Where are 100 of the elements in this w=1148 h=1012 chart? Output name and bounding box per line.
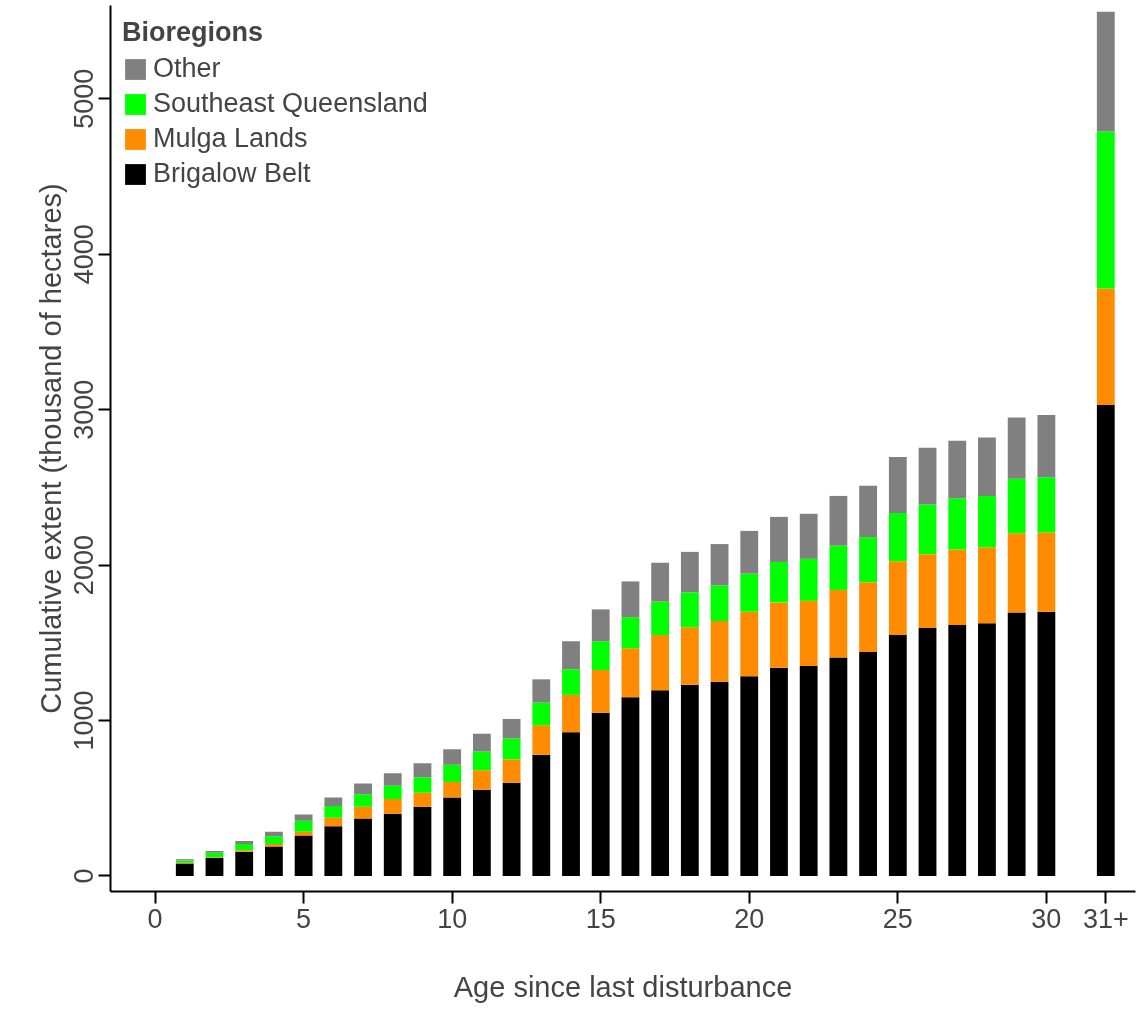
bar <box>532 702 551 726</box>
bar <box>740 573 759 612</box>
bar <box>918 554 937 629</box>
bar <box>710 544 729 586</box>
bar <box>888 457 907 514</box>
y-axis-title: Cumulative extent (thousand of hectares) <box>34 183 67 714</box>
bar <box>948 549 967 625</box>
x-axis-title: Age since last disturbance <box>453 970 793 1003</box>
bar <box>294 835 313 876</box>
legend-label: Other <box>153 53 221 84</box>
bar <box>324 817 343 827</box>
bar <box>264 846 283 876</box>
bar <box>502 782 521 876</box>
legend-label: Mulga Lands <box>153 123 308 154</box>
bar <box>354 783 372 795</box>
bar <box>978 437 996 496</box>
bar <box>918 628 937 876</box>
bar <box>532 754 551 876</box>
bar <box>978 623 996 876</box>
bar <box>859 537 878 583</box>
bar <box>472 789 491 876</box>
bar <box>443 797 462 876</box>
bar <box>1096 11 1115 132</box>
bar <box>443 764 462 782</box>
bar <box>799 513 818 559</box>
bar <box>770 516 788 562</box>
bar <box>1007 417 1026 479</box>
bar <box>175 863 194 876</box>
bar <box>710 585 729 622</box>
bar <box>621 617 640 649</box>
x-tick-label: 0 <box>147 903 163 934</box>
bar <box>918 447 937 505</box>
bar <box>799 558 818 601</box>
bar <box>680 684 699 876</box>
bar <box>383 799 402 814</box>
y-tick-label: 5000 <box>69 68 100 129</box>
x-tick-label: 25 <box>882 903 913 934</box>
bar <box>591 609 610 642</box>
bar <box>1007 533 1026 613</box>
bar <box>443 749 462 765</box>
bar <box>651 601 670 636</box>
x-tick-label: 5 <box>296 903 312 934</box>
y-tick-label: 0 <box>69 868 100 884</box>
bar <box>383 813 402 876</box>
bar <box>502 718 521 739</box>
bar <box>978 547 996 624</box>
bar <box>888 513 907 562</box>
bar <box>829 657 848 876</box>
x-tick-label: 20 <box>734 903 765 934</box>
bar <box>354 818 372 876</box>
bar <box>918 504 937 555</box>
x-tick-label: 10 <box>437 903 468 934</box>
bar <box>413 792 432 807</box>
bar <box>740 530 759 574</box>
bar <box>235 844 254 851</box>
bar <box>1096 131 1115 289</box>
bar <box>472 733 491 752</box>
bar <box>413 763 432 778</box>
bar <box>591 670 610 713</box>
bar <box>413 777 432 793</box>
bar <box>383 785 402 800</box>
bar <box>294 814 313 821</box>
bar <box>680 627 699 685</box>
bar <box>829 495 848 546</box>
bar <box>651 635 670 691</box>
y-tick-label: 1000 <box>69 690 100 751</box>
bar <box>235 851 254 876</box>
bar <box>770 561 788 603</box>
bar <box>562 641 580 670</box>
bar <box>1096 288 1115 405</box>
bar <box>235 840 254 845</box>
bar <box>948 440 967 499</box>
bar <box>621 648 640 698</box>
bar <box>740 611 759 677</box>
bar <box>680 592 699 628</box>
bar <box>680 551 699 593</box>
bar <box>651 690 670 876</box>
bar <box>1037 477 1056 533</box>
bar <box>294 820 313 832</box>
bar <box>532 725 551 755</box>
y-tick-label: 3000 <box>69 379 100 440</box>
bar <box>799 600 818 667</box>
bar <box>413 806 432 876</box>
bar <box>1096 404 1115 876</box>
bar <box>859 582 878 653</box>
bar <box>294 831 313 836</box>
x-tick-label: 30 <box>1031 903 1062 934</box>
bar <box>859 652 878 876</box>
legend-label: Brigalow Belt <box>153 158 311 189</box>
bar <box>562 669 580 695</box>
bar <box>562 732 580 876</box>
bar <box>502 738 521 760</box>
bar <box>859 485 878 538</box>
x-tick-label: 31+ <box>1082 903 1129 934</box>
bar <box>1037 415 1056 478</box>
bar <box>472 751 491 771</box>
bar <box>443 781 462 798</box>
bar <box>799 666 818 876</box>
x-tick-label: 15 <box>585 903 616 934</box>
bar <box>205 858 224 876</box>
